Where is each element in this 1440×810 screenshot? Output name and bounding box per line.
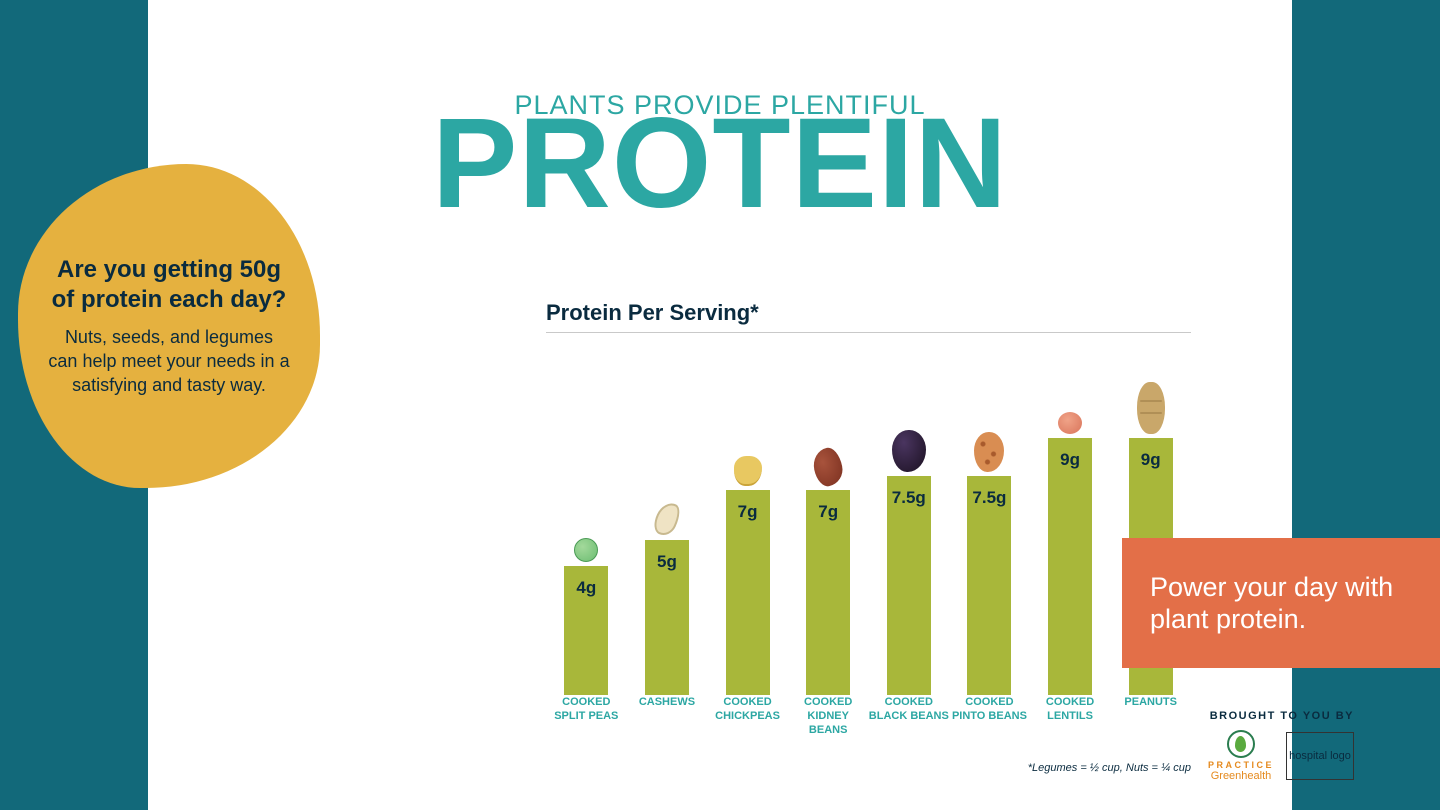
bar: 7g xyxy=(806,490,850,695)
bar-value-label: 7.5g xyxy=(887,488,931,508)
footer-logos: PRACTICE Greenhealth hospital logo xyxy=(1208,730,1354,782)
main-panel: PLANTS PROVIDE PLENTIFUL PROTEIN Protein… xyxy=(148,0,1292,810)
bar-col: 7g xyxy=(707,430,788,695)
bar-col: 7.5g xyxy=(949,416,1030,695)
bar-category-label: PEANUTS xyxy=(1110,696,1191,737)
bar: 9g xyxy=(1048,438,1092,695)
chickpea-icon xyxy=(725,430,771,486)
cta-text: Power your day with plant protein. xyxy=(1150,571,1440,636)
peanut-icon xyxy=(1128,378,1174,434)
bar-category-label: COOKED KIDNEY BEANS xyxy=(788,696,869,737)
page-title: PROTEIN xyxy=(148,100,1292,228)
bar: 4g xyxy=(564,566,608,695)
bar-category-label: COOKED LENTILS xyxy=(1030,696,1111,737)
bar: 7.5g xyxy=(967,476,1011,695)
bar-category-label: COOKED PINTO BEANS xyxy=(949,696,1030,737)
bar-value-label: 4g xyxy=(564,578,608,598)
chart-bars-row: 4g 5g 7g 7g 7.5g 7.5g 9g 9g xyxy=(546,339,1191,695)
bar-col: 5g xyxy=(627,480,708,695)
bar-category-label: CASHEWS xyxy=(627,696,708,737)
chart-labels-row: COOKED SPLIT PEASCASHEWSCOOKED CHICKPEAS… xyxy=(546,696,1191,737)
hospital-logo-placeholder: hospital logo xyxy=(1286,732,1354,780)
pinto-icon xyxy=(966,416,1012,472)
chart-area: Protein Per Serving* 4g 5g 7g 7g 7.5g 7.5g 9g 9… xyxy=(546,300,1191,695)
leaf-icon xyxy=(1227,730,1255,758)
bar-value-label: 7.5g xyxy=(967,488,1011,508)
pg-practice-text: PRACTICE xyxy=(1208,760,1274,770)
callout-question: Are you getting 50g of protein each day? xyxy=(48,255,290,315)
bar-category-label: COOKED SPLIT PEAS xyxy=(546,696,627,737)
callout-subtext: Nuts, seeds, and legumes can help meet y… xyxy=(48,325,290,398)
bar-col: 7g xyxy=(788,430,869,695)
bar-value-label: 7g xyxy=(726,502,770,522)
kidney-icon xyxy=(805,430,851,486)
chart-footnote: *Legumes = ½ cup, Nuts = ¼ cup xyxy=(546,762,1191,774)
cashew-icon xyxy=(644,480,690,536)
pea-icon xyxy=(563,506,609,562)
brought-to-you-by: BROUGHT TO YOU BY xyxy=(1210,710,1354,722)
chart-title: Protein Per Serving* xyxy=(546,300,1191,332)
bar-col: 9g xyxy=(1030,378,1111,695)
bar-value-label: 9g xyxy=(1129,450,1173,470)
bar-col: 7.5g xyxy=(869,416,950,695)
lentil-icon xyxy=(1047,378,1093,434)
black-icon xyxy=(886,416,932,472)
bar-category-label: COOKED CHICKPEAS xyxy=(707,696,788,737)
callout-blob: Are you getting 50g of protein each day?… xyxy=(18,164,320,488)
bar-value-label: 7g xyxy=(806,502,850,522)
cta-box: Power your day with plant protein. xyxy=(1122,538,1440,668)
bar-col: 4g xyxy=(546,506,627,695)
bar-value-label: 9g xyxy=(1048,450,1092,470)
bar-value-label: 5g xyxy=(645,552,689,572)
right-teal-band xyxy=(1292,0,1440,810)
bar: 7.5g xyxy=(887,476,931,695)
bar: 5g xyxy=(645,540,689,695)
chart-divider xyxy=(546,332,1191,333)
bar-category-label: COOKED BLACK BEANS xyxy=(869,696,950,737)
practice-greenhealth-logo: PRACTICE Greenhealth xyxy=(1208,730,1274,782)
bar: 7g xyxy=(726,490,770,695)
pg-green-text: Greenhealth xyxy=(1208,770,1274,782)
